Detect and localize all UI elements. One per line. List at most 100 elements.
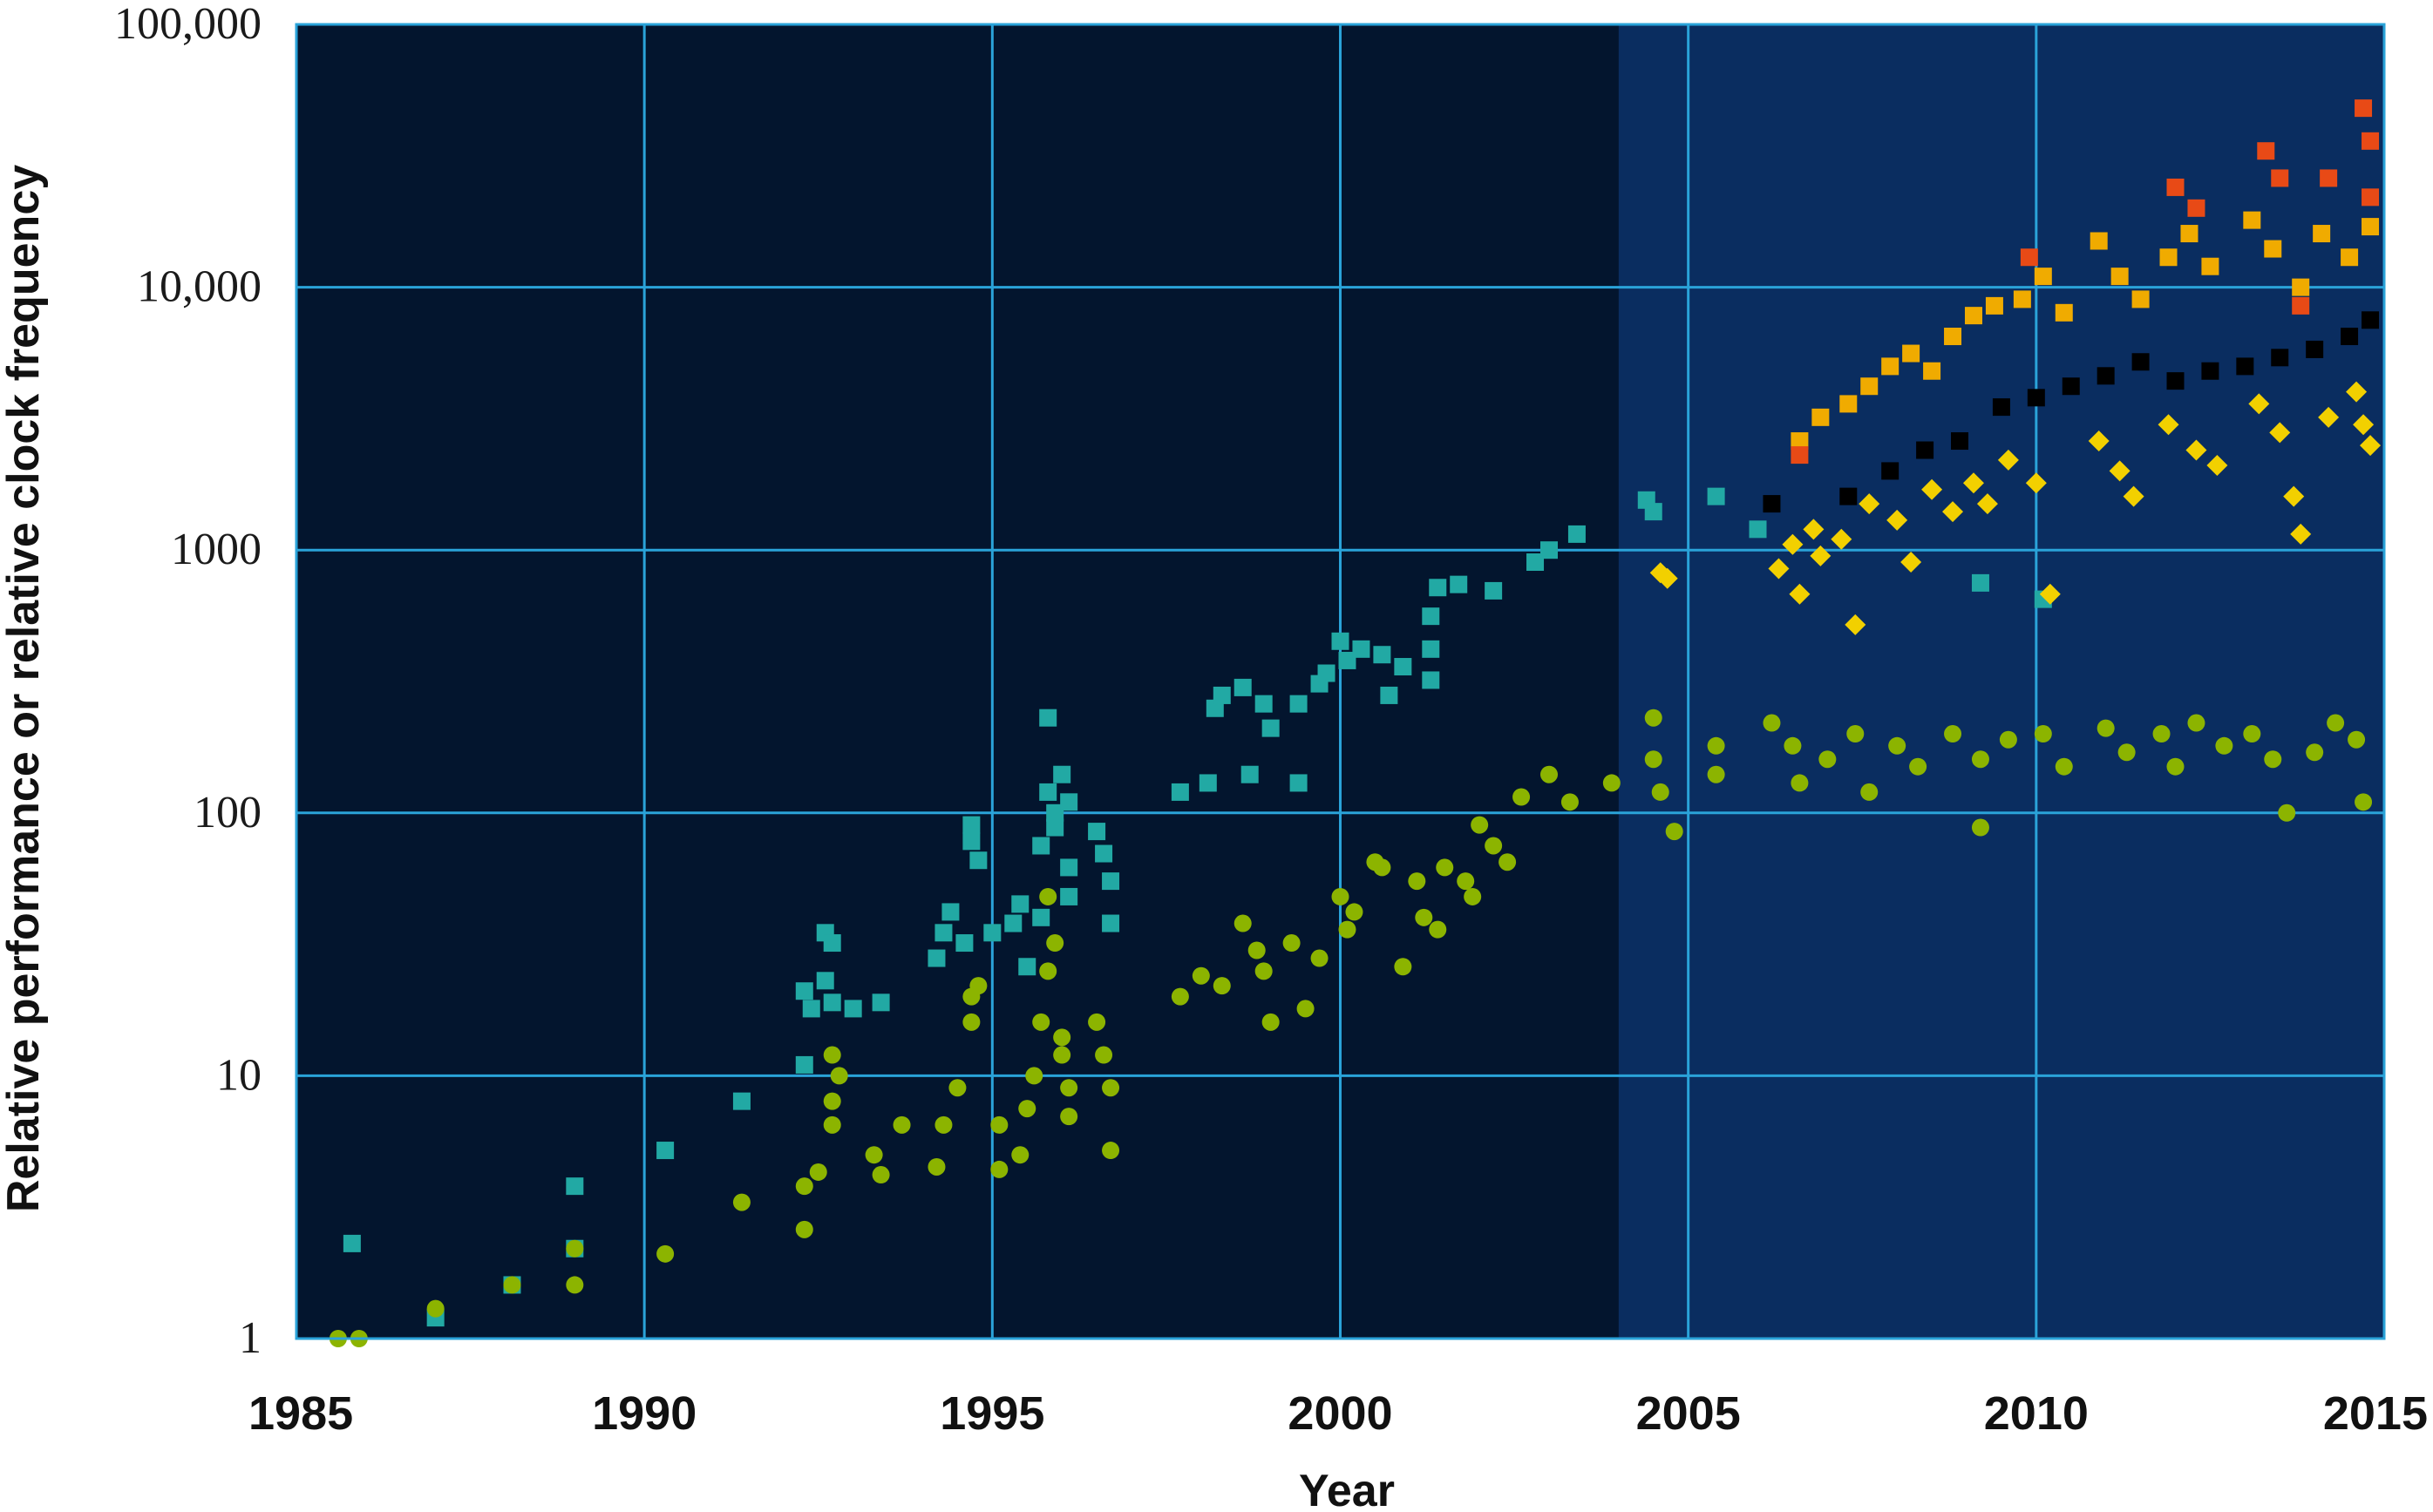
data-point-s1-101 <box>2348 730 2366 749</box>
x-tick-label-2010: 2010 <box>1984 1387 2089 1440</box>
data-point-s1-3 <box>503 1276 521 1294</box>
data-point-s1-41 <box>1171 987 1189 1006</box>
data-point-s4-16 <box>2159 248 2178 267</box>
data-point-s1-93 <box>2166 757 2185 776</box>
data-point-s3-3 <box>1916 441 1934 459</box>
data-point-s1-83 <box>1909 757 1927 776</box>
data-point-s2-13 <box>1942 501 1964 523</box>
data-point-s2-24 <box>2206 455 2228 477</box>
data-point-s1-61 <box>1457 872 1475 891</box>
data-point-s3-14 <box>2306 340 2324 358</box>
x-tick-label-2005: 2005 <box>1636 1387 1741 1440</box>
data-point-s1-64 <box>1485 837 1503 855</box>
data-point-s4-8 <box>1964 307 1982 325</box>
data-point-s0-71 <box>1749 520 1767 539</box>
data-point-s0-24 <box>1004 914 1023 932</box>
data-point-s1-35 <box>1060 1079 1078 1097</box>
data-point-s2-4 <box>1789 583 1811 605</box>
data-point-s2-18 <box>2039 583 2061 605</box>
data-point-s0-3 <box>566 1177 584 1196</box>
data-point-s0-22 <box>969 851 988 870</box>
data-point-s1-75 <box>1707 765 1725 783</box>
data-point-s1-87 <box>1999 730 2017 749</box>
data-point-s1-44 <box>1233 914 1252 932</box>
data-point-s2-22 <box>2158 414 2179 436</box>
data-point-s4-20 <box>2264 240 2282 258</box>
x-tick-label-2000: 2000 <box>1288 1387 1392 1440</box>
data-point-s1-59 <box>1429 920 1447 939</box>
data-point-s2-14 <box>1962 472 1984 494</box>
data-point-s0-9 <box>795 1055 813 1074</box>
data-point-s3-13 <box>2271 349 2289 367</box>
data-point-s1-18 <box>928 1157 946 1176</box>
data-point-s0-70 <box>1707 487 1725 505</box>
data-point-s1-95 <box>2215 736 2233 755</box>
data-point-s0-7 <box>795 982 813 1000</box>
data-point-s4-7 <box>1944 328 1962 346</box>
data-point-s2-25 <box>2248 393 2270 415</box>
data-point-s0-38 <box>1095 844 1113 863</box>
data-point-s0-47 <box>1254 695 1273 713</box>
data-point-s1-69 <box>1602 774 1621 792</box>
data-point-s2-2 <box>1768 558 1790 580</box>
data-point-s2-9 <box>1859 493 1880 515</box>
data-point-s0-19 <box>955 934 974 953</box>
data-point-s1-25 <box>990 1160 1009 1178</box>
data-point-s2-7 <box>1831 528 1852 550</box>
data-point-s4-4 <box>1881 357 1900 376</box>
data-point-s5-9 <box>2362 132 2380 150</box>
data-point-s1-15 <box>865 1146 883 1164</box>
data-point-s0-69 <box>1644 503 1662 521</box>
data-point-s0-25 <box>1011 895 1030 913</box>
data-point-s1-91 <box>2117 743 2136 762</box>
data-point-s4-23 <box>2341 248 2359 267</box>
data-point-s2-21 <box>2123 485 2144 507</box>
data-point-s4-22 <box>2313 225 2331 243</box>
data-point-s1-7 <box>732 1193 751 1211</box>
data-point-s0-30 <box>1039 783 1057 801</box>
x-tick-label-1990: 1990 <box>592 1387 697 1440</box>
data-point-s1-57 <box>1408 872 1426 891</box>
data-point-s0-33 <box>1053 765 1071 783</box>
data-point-s0-54 <box>1338 651 1356 669</box>
data-point-s1-78 <box>1791 774 1809 792</box>
data-point-s1-24 <box>990 1115 1009 1134</box>
data-point-s4-2 <box>1839 395 1858 413</box>
data-point-s0-58 <box>1394 658 1412 676</box>
data-point-s1-10 <box>809 1163 827 1181</box>
data-point-s1-86 <box>1971 818 1989 837</box>
data-point-s2-29 <box>2318 406 2340 428</box>
data-point-s4-21 <box>2292 278 2310 296</box>
y-tick-label-10: 10 <box>216 1050 262 1100</box>
data-point-s0-26 <box>1018 958 1036 976</box>
data-point-s0-32 <box>1046 818 1064 837</box>
data-point-s2-26 <box>2269 422 2291 444</box>
x-axis-ticks: 1985 1990 1995 2000 2005 2010 2015 <box>248 1387 2428 1440</box>
data-point-s0-62 <box>1429 579 1447 597</box>
data-point-s3-11 <box>2201 362 2219 380</box>
data-point-s5-0 <box>1791 446 1809 464</box>
data-point-s1-58 <box>1415 908 1433 926</box>
data-point-s0-36 <box>1060 887 1078 905</box>
data-point-s3-15 <box>2341 328 2359 346</box>
data-point-s0-63 <box>1450 575 1468 593</box>
y-axis-title: Relative performance or relative clock f… <box>0 165 49 1212</box>
data-point-s1-36 <box>1060 1108 1078 1126</box>
data-point-s1-65 <box>1499 853 1517 871</box>
data-point-s2-16 <box>1997 449 2019 471</box>
data-point-s1-45 <box>1247 941 1266 959</box>
data-point-s0-50 <box>1289 695 1308 713</box>
data-point-s1-43 <box>1213 977 1231 995</box>
data-point-s4-18 <box>2201 257 2219 275</box>
data-point-s3-8 <box>2097 367 2115 385</box>
data-point-s5-1 <box>2020 248 2038 267</box>
data-point-s1-90 <box>2097 719 2115 737</box>
data-point-s0-12 <box>816 972 834 990</box>
data-point-s4-10 <box>2013 290 2031 309</box>
data-point-s4-24 <box>2362 218 2380 236</box>
data-point-s2-12 <box>1921 478 1943 500</box>
data-point-s1-14 <box>823 1046 841 1064</box>
data-point-s2-31 <box>2353 414 2375 436</box>
data-point-s0-29 <box>1039 709 1057 727</box>
